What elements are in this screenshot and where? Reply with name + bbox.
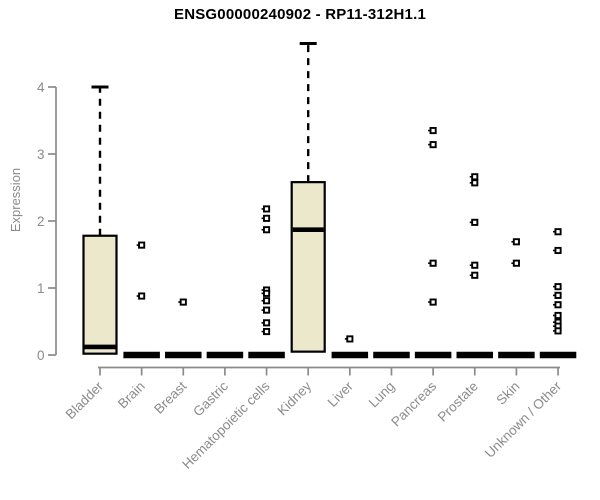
box-group-lung <box>373 351 410 359</box>
outlier-point <box>554 291 562 299</box>
outlier-point <box>554 311 562 320</box>
outlier-point <box>138 241 146 249</box>
box-group-hematopoietic-cells <box>248 205 285 359</box>
outlier-point <box>263 289 271 297</box>
flat-box <box>373 351 410 359</box>
y-tick-label: 0 <box>37 348 45 363</box>
y-tick-label: 2 <box>37 214 45 229</box>
iqr-box <box>82 234 118 355</box>
x-tick-label: Lung <box>366 379 398 411</box>
flat-box <box>456 351 494 359</box>
outlier-point <box>471 271 479 279</box>
outlier-point <box>429 126 437 135</box>
outlier-point <box>263 319 271 327</box>
flat-box <box>539 351 577 359</box>
outlier-point <box>471 179 479 187</box>
flat-box <box>414 351 452 359</box>
flat-box <box>206 351 244 359</box>
x-tick-label: Bladder <box>63 378 107 422</box>
outlier-point <box>263 306 271 314</box>
outlier-point <box>429 141 437 149</box>
box-group-kidney <box>290 41 326 353</box>
outlier-point <box>554 228 562 236</box>
flat-box <box>248 351 285 359</box>
box-group-prostate <box>456 173 494 359</box>
outlier-point <box>138 292 146 300</box>
flat-box <box>123 351 160 359</box>
outlier-point <box>554 283 562 291</box>
outlier-point <box>554 246 562 255</box>
outlier-point <box>471 218 479 226</box>
outlier-point <box>346 335 354 343</box>
x-tick-label: Unknown / Other <box>482 378 565 461</box>
x-tick-label: Gastric <box>190 378 231 419</box>
flat-box <box>498 351 535 359</box>
box-group-pancreas <box>414 126 452 359</box>
box-group-breast <box>165 298 202 359</box>
y-tick-label: 1 <box>37 281 45 296</box>
box-group-bladder <box>82 85 118 355</box>
iqr-box <box>290 181 326 353</box>
outlier-point <box>554 327 562 335</box>
flat-box <box>165 351 202 359</box>
outlier-point <box>263 205 271 213</box>
box-group-unknown-other <box>539 228 577 359</box>
outlier-point <box>554 301 562 309</box>
outlier-point <box>471 173 479 181</box>
x-tick-label: Pancreas <box>388 378 439 429</box>
x-tick-label: Brain <box>115 379 148 412</box>
outlier-point <box>429 298 437 306</box>
outlier-point <box>512 259 520 267</box>
outlier-point <box>263 297 271 305</box>
outlier-point <box>512 238 520 246</box>
box-group-skin <box>498 238 535 359</box>
chart-title: ENSG00000240902 - RP11-312H1.1 <box>173 6 426 23</box>
outlier-point <box>263 328 271 336</box>
outlier-point <box>263 214 271 222</box>
outlier-point <box>263 226 271 234</box>
box-group-liver <box>331 335 369 359</box>
x-tick-label: Breast <box>151 378 189 416</box>
box-group-gastric <box>206 351 244 359</box>
y-tick-label: 4 <box>37 80 45 95</box>
x-tick-label: Liver <box>325 378 357 410</box>
x-tick-label: Kidney <box>275 378 315 418</box>
outlier-point <box>179 298 187 306</box>
outlier-point <box>429 259 437 267</box>
outlier-point <box>471 261 479 269</box>
flat-box <box>331 351 369 359</box>
box-group-brain <box>123 241 160 359</box>
y-tick-label: 3 <box>37 147 45 162</box>
x-tick-label: Skin <box>493 379 522 408</box>
x-tick-label: Prostate <box>435 379 481 425</box>
